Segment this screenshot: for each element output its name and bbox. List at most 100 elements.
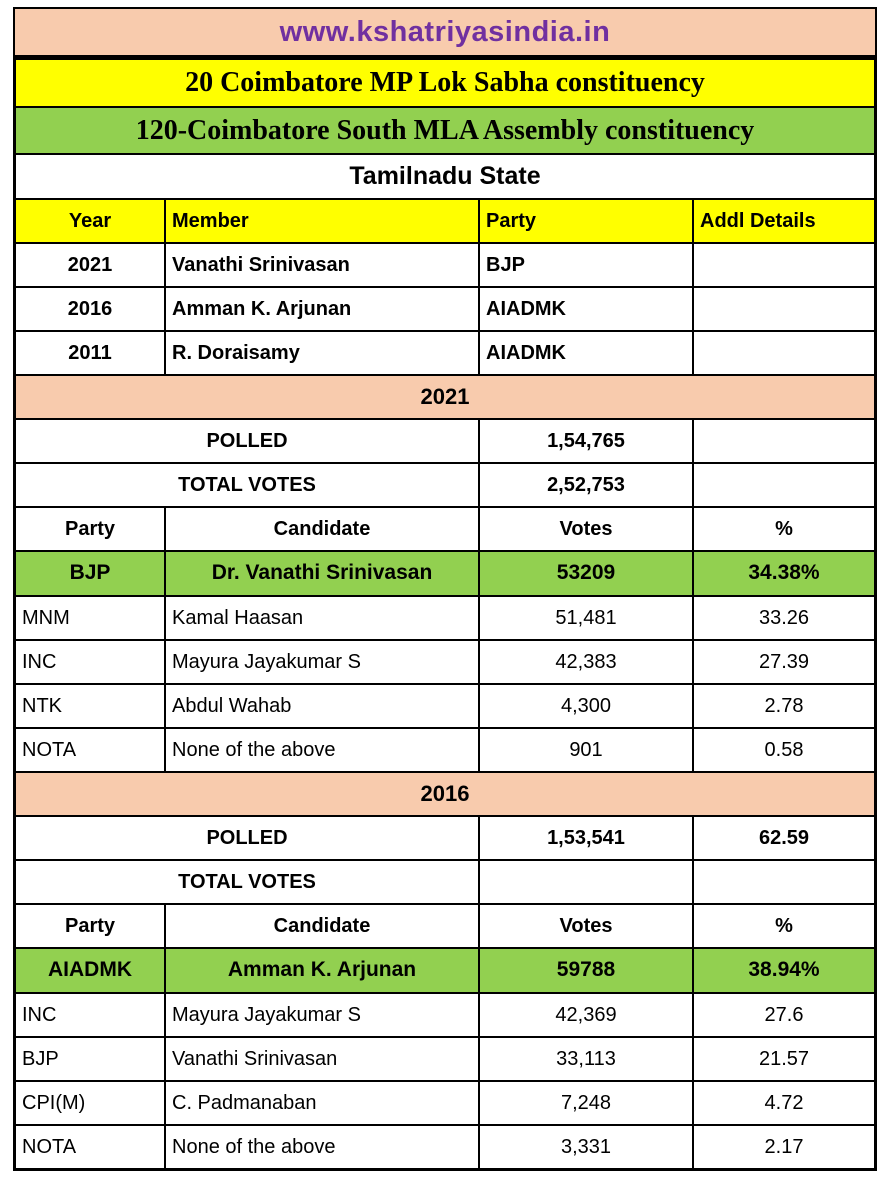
candidate-votes: 42,369: [478, 994, 692, 1036]
results-header-pct: %: [692, 905, 874, 947]
candidate-row: INC Mayura Jayakumar S 42,369 27.6: [16, 992, 874, 1036]
year-banner-2021: 2021: [16, 374, 874, 418]
candidate-votes: 7,248: [478, 1082, 692, 1124]
polled-row-2021: POLLED 1,54,765: [16, 418, 874, 462]
member-year: 2016: [67, 297, 113, 320]
candidate-party: INC: [22, 1003, 57, 1026]
candidate-name: C. Padmanaban: [164, 1082, 478, 1124]
members-header-member: Member: [164, 200, 478, 242]
polled-pct: 62.59: [692, 817, 874, 859]
candidate-row: NOTA None of the above 901 0.58: [16, 727, 874, 771]
member-row-2016: 2016 Amman K. Arjunan AIADMK: [16, 286, 874, 330]
member-party: BJP: [478, 244, 692, 286]
members-header-party: Party: [478, 200, 692, 242]
results-header-votes: Votes: [478, 508, 692, 550]
candidate-pct: 21.57: [692, 1038, 874, 1080]
member-name: R. Doraisamy: [164, 332, 478, 374]
candidate-name: Mayura Jayakumar S: [164, 641, 478, 683]
polled-label: POLLED: [206, 429, 288, 452]
member-name: Vanathi Srinivasan: [164, 244, 478, 286]
mla-constituency-title: 120-Coimbatore South MLA Assembly consti…: [135, 114, 755, 146]
results-header-pct: %: [692, 508, 874, 550]
member-party: AIADMK: [478, 288, 692, 330]
candidate-votes: 33,113: [478, 1038, 692, 1080]
total-votes-value: 2,52,753: [478, 464, 692, 506]
member-addl: [692, 332, 874, 374]
candidate-party: NOTA: [22, 738, 77, 761]
candidate-pct: 27.39: [692, 641, 874, 683]
member-year: 2021: [67, 253, 113, 276]
members-header-row: Year Member Party Addl Details: [16, 198, 874, 242]
candidate-party: MNM: [22, 606, 70, 629]
year-banner-title: 2021: [420, 384, 470, 410]
winner-pct: 34.38%: [692, 552, 874, 595]
polled-value: 1,53,541: [478, 817, 692, 859]
total-votes-row-2016: TOTAL VOTES: [16, 859, 874, 903]
polled-row-2016: POLLED 1,53,541 62.59: [16, 815, 874, 859]
polled-value: 1,54,765: [478, 420, 692, 462]
total-votes-pct: [692, 861, 874, 903]
results-header-candidate: Candidate: [164, 905, 478, 947]
member-addl: [692, 244, 874, 286]
winner-votes: 59788: [478, 949, 692, 992]
total-votes-label: TOTAL VOTES: [178, 473, 316, 496]
mp-constituency-title: 20 Coimbatore MP Lok Sabha constituency: [185, 67, 705, 99]
candidate-party: NOTA: [22, 1135, 77, 1158]
candidate-votes: 901: [478, 729, 692, 771]
total-votes-pct: [692, 464, 874, 506]
candidate-row: INC Mayura Jayakumar S 42,383 27.39: [16, 639, 874, 683]
candidate-name: Abdul Wahab: [164, 685, 478, 727]
polled-label: POLLED: [206, 826, 288, 849]
winner-pct: 38.94%: [692, 949, 874, 992]
results-header-2021: Party Candidate Votes %: [16, 506, 874, 550]
candidate-pct: 33.26: [692, 597, 874, 639]
site-banner: www.kshatriyasindia.in: [13, 7, 877, 57]
state-banner: Tamilnadu State: [16, 153, 874, 198]
candidate-pct: 27.6: [692, 994, 874, 1036]
candidate-name: Mayura Jayakumar S: [164, 994, 478, 1036]
mp-constituency-banner: 20 Coimbatore MP Lok Sabha constituency: [16, 60, 874, 106]
winner-party: AIADMK: [48, 958, 132, 982]
members-header-year: Year: [68, 209, 112, 232]
winner-candidate: Amman K. Arjunan: [164, 949, 478, 992]
candidate-votes: 3,331: [478, 1126, 692, 1168]
constituency-table: 20 Coimbatore MP Lok Sabha constituency …: [13, 57, 877, 1171]
winner-party: BJP: [69, 561, 111, 585]
candidate-name: Kamal Haasan: [164, 597, 478, 639]
candidate-row: MNM Kamal Haasan 51,481 33.26: [16, 595, 874, 639]
candidate-row: CPI(M) C. Padmanaban 7,248 4.72: [16, 1080, 874, 1124]
candidate-votes: 51,481: [478, 597, 692, 639]
candidate-row: NOTA None of the above 3,331 2.17: [16, 1124, 874, 1168]
total-votes-row-2021: TOTAL VOTES 2,52,753: [16, 462, 874, 506]
member-party: AIADMK: [478, 332, 692, 374]
year-banner-title: 2016: [420, 781, 470, 807]
candidate-name: None of the above: [164, 1126, 478, 1168]
candidate-party: BJP: [22, 1047, 59, 1070]
mla-constituency-banner: 120-Coimbatore South MLA Assembly consti…: [16, 106, 874, 153]
member-row-2011: 2011 R. Doraisamy AIADMK: [16, 330, 874, 374]
candidate-party: NTK: [22, 694, 62, 717]
winner-candidate: Dr. Vanathi Srinivasan: [164, 552, 478, 595]
year-banner-2016: 2016: [16, 771, 874, 815]
candidate-party: INC: [22, 650, 57, 673]
results-header-party: Party: [64, 517, 116, 540]
total-votes-value: [478, 861, 692, 903]
candidate-party: CPI(M): [22, 1091, 86, 1114]
results-header-votes: Votes: [478, 905, 692, 947]
results-header-2016: Party Candidate Votes %: [16, 903, 874, 947]
candidate-pct: 0.58: [692, 729, 874, 771]
results-header-party: Party: [64, 914, 116, 937]
candidate-votes: 4,300: [478, 685, 692, 727]
results-header-candidate: Candidate: [164, 508, 478, 550]
state-title: Tamilnadu State: [349, 162, 541, 191]
candidate-row: NTK Abdul Wahab 4,300 2.78: [16, 683, 874, 727]
candidate-row: BJP Vanathi Srinivasan 33,113 21.57: [16, 1036, 874, 1080]
winner-row-2016: AIADMK Amman K. Arjunan 59788 38.94%: [16, 947, 874, 992]
members-header-addl: Addl Details: [692, 200, 874, 242]
site-url-link[interactable]: www.kshatriyasindia.in: [279, 15, 611, 48]
candidate-name: Vanathi Srinivasan: [164, 1038, 478, 1080]
winner-row-2021: BJP Dr. Vanathi Srinivasan 53209 34.38%: [16, 550, 874, 595]
member-name: Amman K. Arjunan: [164, 288, 478, 330]
candidate-pct: 4.72: [692, 1082, 874, 1124]
